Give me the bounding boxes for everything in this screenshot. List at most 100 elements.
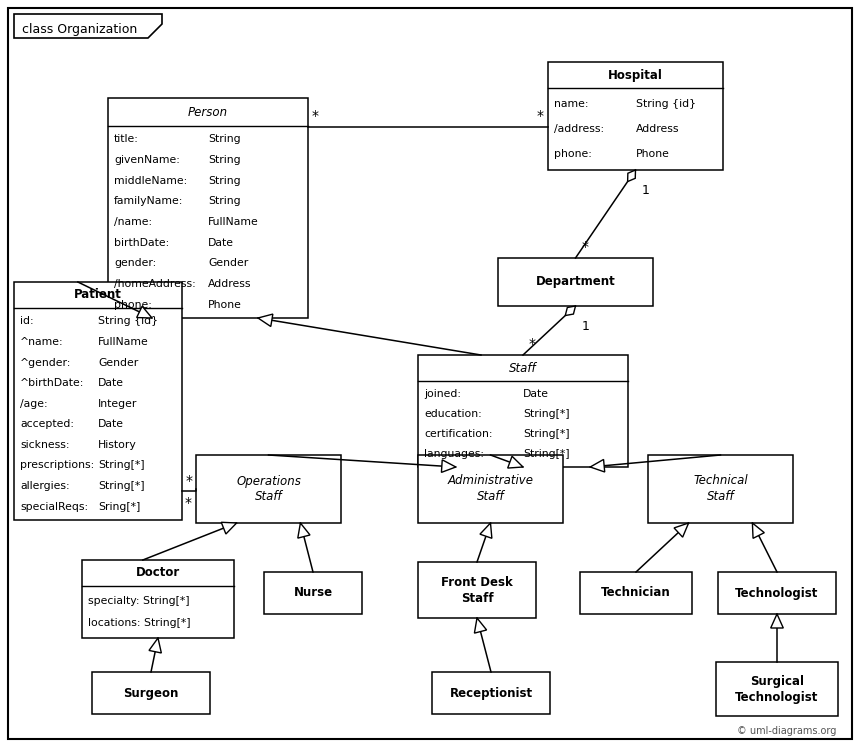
Text: Sring[*]: Sring[*] <box>98 502 140 512</box>
Text: FullName: FullName <box>208 217 259 227</box>
Text: languages:: languages: <box>424 449 484 459</box>
Text: Technician: Technician <box>601 586 671 600</box>
Text: Administrative
Staff: Administrative Staff <box>447 474 533 503</box>
Text: ^name:: ^name: <box>20 337 64 347</box>
Text: gender:: gender: <box>114 258 157 268</box>
Text: allergies:: allergies: <box>20 481 70 491</box>
Bar <box>196 455 341 523</box>
Text: 1: 1 <box>581 320 589 333</box>
Text: ^gender:: ^gender: <box>20 358 71 368</box>
Bar <box>14 282 182 520</box>
Text: birthDate:: birthDate: <box>114 238 169 248</box>
Polygon shape <box>507 456 523 468</box>
Text: String[*]: String[*] <box>523 409 569 419</box>
Text: accepted:: accepted: <box>20 419 74 430</box>
Text: name:: name: <box>554 99 588 109</box>
Text: *: * <box>186 474 193 489</box>
Text: /name:: /name: <box>114 217 152 227</box>
Text: Nurse: Nurse <box>293 586 333 600</box>
Text: /age:: /age: <box>20 399 47 409</box>
Text: *: * <box>312 108 319 123</box>
Text: Phone: Phone <box>208 300 242 309</box>
Text: certification:: certification: <box>424 429 493 439</box>
Text: education:: education: <box>424 409 482 419</box>
Text: String[*]: String[*] <box>98 481 144 491</box>
Text: Technologist: Technologist <box>735 586 819 600</box>
Text: *: * <box>537 108 544 123</box>
Text: phone:: phone: <box>114 300 152 309</box>
Text: String[*]: String[*] <box>98 460 144 471</box>
Text: Date: Date <box>98 419 124 430</box>
Polygon shape <box>628 170 636 182</box>
Bar <box>108 98 308 318</box>
Bar <box>418 355 628 467</box>
Polygon shape <box>771 614 783 628</box>
Text: ^birthDate:: ^birthDate: <box>20 378 84 388</box>
Text: Date: Date <box>523 389 549 399</box>
Text: Person: Person <box>188 105 228 119</box>
Text: String[*]: String[*] <box>523 449 569 459</box>
Bar <box>418 455 563 523</box>
Polygon shape <box>221 522 237 534</box>
Text: FullName: FullName <box>98 337 149 347</box>
Text: Department: Department <box>536 276 616 288</box>
Text: 1: 1 <box>642 184 649 197</box>
Text: Operations
Staff: Operations Staff <box>236 474 301 503</box>
Bar <box>580 572 692 614</box>
Bar <box>82 560 234 638</box>
Bar <box>718 572 836 614</box>
Bar <box>498 258 653 306</box>
Text: sickness:: sickness: <box>20 440 70 450</box>
Text: Doctor: Doctor <box>136 566 180 580</box>
Text: Gender: Gender <box>208 258 249 268</box>
Text: *: * <box>581 240 588 254</box>
Text: givenName:: givenName: <box>114 155 180 165</box>
Text: Receptionist: Receptionist <box>450 686 532 699</box>
Text: Hospital: Hospital <box>608 69 663 81</box>
Text: Address: Address <box>208 279 251 289</box>
Polygon shape <box>475 618 487 633</box>
Text: Front Desk
Staff: Front Desk Staff <box>441 575 513 604</box>
Bar <box>264 572 362 614</box>
Polygon shape <box>752 523 765 539</box>
Text: familyName:: familyName: <box>114 196 183 206</box>
Text: /homeAddress:: /homeAddress: <box>114 279 196 289</box>
Text: String: String <box>208 196 241 206</box>
Text: Gender: Gender <box>98 358 138 368</box>
Text: /address:: /address: <box>554 124 604 134</box>
Text: specialty: String[*]: specialty: String[*] <box>88 595 189 606</box>
Polygon shape <box>480 523 492 539</box>
Bar <box>716 662 838 716</box>
Bar <box>92 672 210 714</box>
Text: History: History <box>98 440 137 450</box>
Text: Date: Date <box>208 238 234 248</box>
Bar <box>432 672 550 714</box>
Text: Patient: Patient <box>74 288 122 302</box>
Text: Surgeon: Surgeon <box>123 686 179 699</box>
Text: joined:: joined: <box>424 389 461 399</box>
Text: Surgical
Technologist: Surgical Technologist <box>735 675 819 704</box>
Text: specialReqs:: specialReqs: <box>20 502 88 512</box>
Bar <box>418 562 536 618</box>
Text: phone:: phone: <box>554 149 592 159</box>
Text: *: * <box>529 337 536 351</box>
Text: String {id}: String {id} <box>98 317 158 326</box>
Polygon shape <box>565 306 575 315</box>
Text: *: * <box>185 496 192 510</box>
Polygon shape <box>298 523 310 538</box>
Polygon shape <box>441 460 456 472</box>
Text: String[*]: String[*] <box>523 429 569 439</box>
Text: String {id}: String {id} <box>636 99 696 109</box>
Text: String: String <box>208 134 241 144</box>
Polygon shape <box>590 459 605 472</box>
Polygon shape <box>258 314 273 326</box>
Text: Address: Address <box>636 124 679 134</box>
Polygon shape <box>14 14 162 38</box>
Text: title:: title: <box>114 134 138 144</box>
Text: Integer: Integer <box>98 399 138 409</box>
Text: prescriptions:: prescriptions: <box>20 460 95 471</box>
Text: Technical
Staff: Technical Staff <box>693 474 748 503</box>
Polygon shape <box>674 523 689 537</box>
Text: id:: id: <box>20 317 34 326</box>
Polygon shape <box>149 638 162 653</box>
